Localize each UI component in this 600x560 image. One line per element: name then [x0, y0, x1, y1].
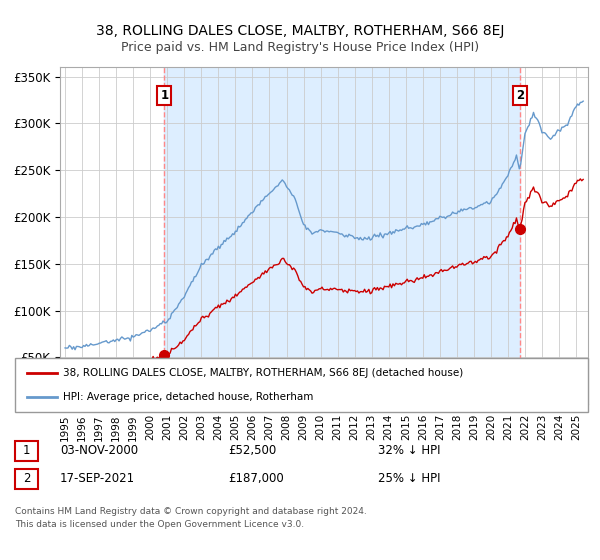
Text: 17-SEP-2021: 17-SEP-2021: [60, 472, 135, 486]
Text: 2: 2: [23, 472, 30, 486]
Text: 38, ROLLING DALES CLOSE, MALTBY, ROTHERHAM, S66 8EJ: 38, ROLLING DALES CLOSE, MALTBY, ROTHERH…: [96, 24, 504, 38]
Text: 03-NOV-2000: 03-NOV-2000: [60, 444, 138, 458]
Text: Price paid vs. HM Land Registry's House Price Index (HPI): Price paid vs. HM Land Registry's House …: [121, 41, 479, 54]
Text: 2: 2: [516, 89, 524, 102]
Text: £187,000: £187,000: [228, 472, 284, 486]
Text: £52,500: £52,500: [228, 444, 276, 458]
Text: 38, ROLLING DALES CLOSE, MALTBY, ROTHERHAM, S66 8EJ (detached house): 38, ROLLING DALES CLOSE, MALTBY, ROTHERH…: [63, 368, 463, 379]
Text: 1: 1: [23, 444, 30, 458]
Text: HPI: Average price, detached house, Rotherham: HPI: Average price, detached house, Roth…: [63, 391, 313, 402]
Text: 25% ↓ HPI: 25% ↓ HPI: [378, 472, 440, 486]
Text: Contains HM Land Registry data © Crown copyright and database right 2024.
This d: Contains HM Land Registry data © Crown c…: [15, 507, 367, 529]
Bar: [164, 67, 520, 404]
Text: 1: 1: [160, 89, 169, 102]
Text: 32% ↓ HPI: 32% ↓ HPI: [378, 444, 440, 458]
